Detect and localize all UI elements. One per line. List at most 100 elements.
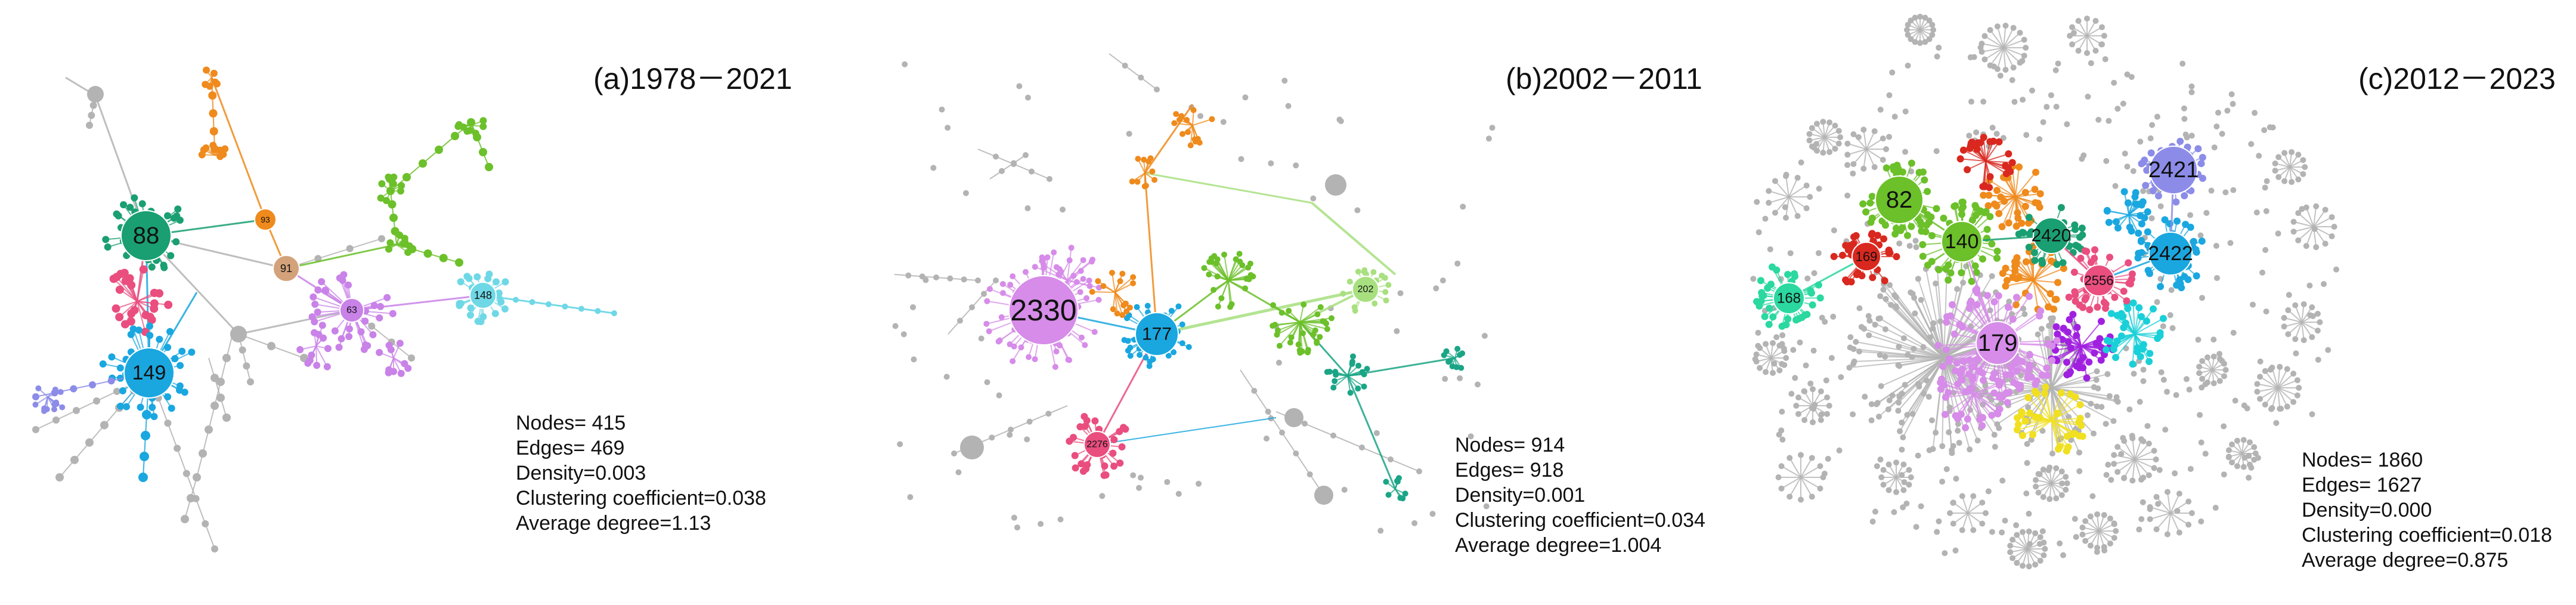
- network-node: [2058, 480, 2065, 487]
- network-node: [1810, 386, 1816, 393]
- network-node: [1355, 362, 1362, 369]
- network-node: [2103, 207, 2111, 215]
- edge: [1985, 160, 2012, 163]
- network-node: [2174, 508, 2181, 514]
- network-node: [88, 112, 95, 119]
- edge: [1775, 180, 1789, 197]
- network-node: [2306, 282, 2313, 289]
- network-node: [2197, 412, 2203, 418]
- network-node: [1984, 202, 1992, 209]
- network-node: [1154, 87, 1160, 92]
- network-node: [2154, 192, 2162, 200]
- edge: [2051, 396, 2076, 421]
- network-node: [2041, 552, 2047, 558]
- edge: [2134, 308, 2154, 335]
- network-node: [1768, 263, 1776, 271]
- cluster-green: [454, 117, 487, 137]
- network-node: [115, 285, 124, 294]
- network-node: [1939, 443, 1946, 449]
- network-node: [1831, 227, 1837, 234]
- grey-star: [2007, 528, 2048, 570]
- network-node: [2301, 337, 2307, 344]
- grey-star: [2254, 363, 2302, 412]
- edge: [1174, 122, 1193, 126]
- network-node: [1798, 496, 1804, 503]
- network-node: [2031, 186, 2039, 193]
- network-node: [962, 190, 969, 196]
- network-node: [1055, 271, 1062, 278]
- network-node: [2309, 334, 2315, 340]
- network-node: [1091, 329, 1098, 335]
- network-node: [1095, 278, 1101, 285]
- hub-label: 2330: [1010, 294, 1076, 327]
- network-node: [1757, 365, 1763, 371]
- network-node: [1442, 376, 1448, 382]
- network-node: [2262, 247, 2269, 254]
- network-node: [2082, 518, 2089, 524]
- network-node: [2111, 461, 2117, 467]
- network-node: [1903, 27, 1910, 33]
- edge: [2069, 345, 2082, 374]
- edge: [1849, 357, 1945, 369]
- network-node: [1127, 353, 1134, 359]
- network-node: [1481, 332, 1488, 339]
- network-node: [1767, 246, 1773, 252]
- network-node: [338, 335, 345, 342]
- network-node: [1080, 276, 1086, 282]
- network-node: [2230, 101, 2236, 107]
- network-node: [1755, 342, 1761, 349]
- network-node: [1838, 251, 1846, 259]
- network-node: [1136, 484, 1143, 491]
- network-node: [1956, 370, 1964, 378]
- network-node: [1979, 520, 1986, 527]
- network-node: [2322, 206, 2329, 213]
- network-node: [1959, 527, 1965, 533]
- network-node: [1950, 520, 1956, 527]
- network-node: [1965, 304, 1973, 312]
- network-stats: Nodes= 914 Edges= 918 Density=0.001 Clus…: [1455, 433, 1705, 558]
- hub-node: 2276: [1083, 431, 1111, 458]
- network-node: [1385, 492, 1392, 498]
- network-node: [1968, 98, 1974, 105]
- network-node: [383, 294, 391, 301]
- network-node: [181, 515, 189, 523]
- edge: [1333, 375, 1348, 388]
- edge: [1228, 279, 1249, 281]
- hub-node: 140: [1941, 221, 1983, 263]
- network-node: [2036, 203, 2044, 211]
- network-node: [2275, 230, 2281, 237]
- network-node: [2084, 16, 2090, 22]
- network-node: [2097, 317, 2105, 325]
- network-node: [1032, 264, 1038, 270]
- network-node: [1900, 461, 1907, 468]
- network-node: [210, 374, 219, 382]
- network-node: [2295, 210, 2302, 217]
- network-node: [1956, 320, 1964, 328]
- network-node: [1787, 250, 1794, 257]
- network-node: [455, 258, 463, 267]
- network-node: [1175, 490, 1182, 497]
- hub-label: 93: [261, 215, 270, 224]
- network-node: [2081, 247, 2089, 255]
- network-node: [1763, 369, 1769, 375]
- network-node: [1286, 307, 1292, 314]
- edge: [1982, 160, 1986, 187]
- network-node: [1979, 422, 1986, 430]
- network-node: [1143, 354, 1149, 361]
- network-node: [1295, 341, 1302, 348]
- network-node: [1997, 193, 2005, 201]
- edge: [2301, 322, 2318, 332]
- hub-node: 91: [273, 255, 300, 282]
- edge: [1973, 393, 2008, 403]
- edge: [1866, 131, 1875, 150]
- network-node: [112, 304, 120, 313]
- network-node: [2079, 156, 2085, 162]
- hub-node: 63: [339, 298, 364, 323]
- network-node: [1885, 487, 1892, 493]
- network-node: [1341, 486, 1348, 493]
- network-node: [1889, 69, 1896, 76]
- hub-node: 202: [1352, 276, 1379, 303]
- network-node: [1007, 282, 1014, 288]
- grey-star: [1775, 452, 1826, 503]
- network-node: [2035, 489, 2042, 496]
